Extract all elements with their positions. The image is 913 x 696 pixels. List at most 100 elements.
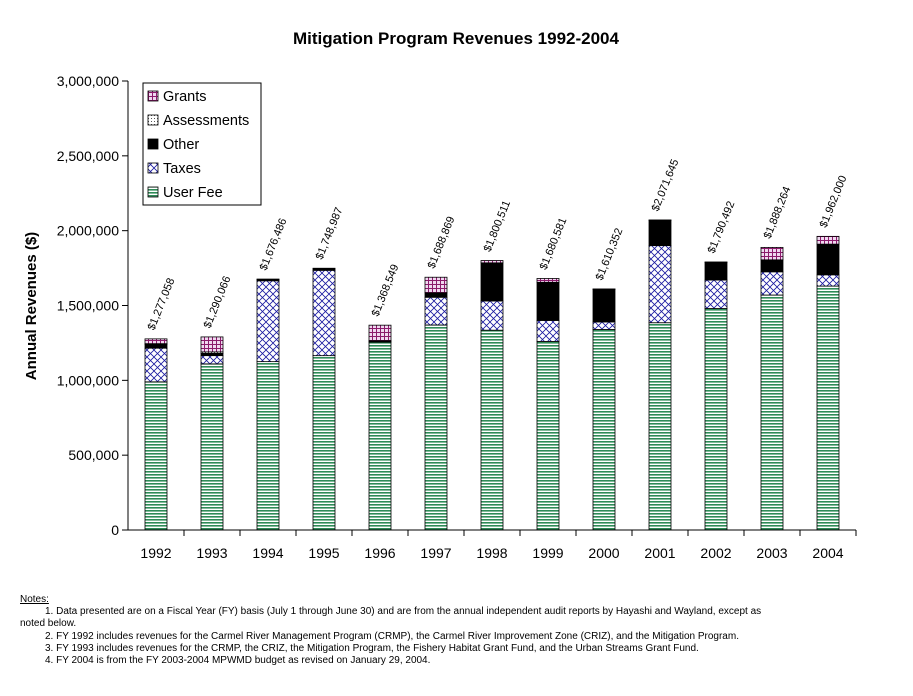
bar-grants-2000 [592,288,616,290]
x-tick-label-2004: 2004 [812,545,843,561]
total-label-1992: $1,277,058 [146,276,178,332]
x-tick-label-1999: 1999 [532,545,563,561]
x-tick-label-1996: 1996 [364,545,395,561]
note-4: 4. FY 2004 is from the FY 2003-2004 MPWM… [45,655,431,667]
bar-taxes-2003 [760,271,784,296]
total-label-2004: $1,962,000 [818,174,850,230]
x-tick-label-2000: 2000 [588,545,619,561]
bar-user-fee-1999 [536,341,560,531]
y-tick-label: 2,000,000 [57,223,119,239]
y-tick-label: 1,000,000 [57,372,119,388]
legend-swatch-taxes [147,162,159,174]
bar-taxes-2001 [648,245,672,324]
bar-grants-1992 [144,338,168,345]
y-axis-label: Annual Revenues ($) [23,232,40,380]
total-label-1996: $1,368,549 [370,263,402,319]
x-tick-label-1997: 1997 [420,545,451,561]
bar-grants-1996 [368,324,392,342]
bar-taxes-2004 [816,274,840,287]
total-label-2001: $2,071,645 [650,158,682,214]
bar-grants-2001 [648,219,672,221]
legend: Grants Assessments Other Taxes User Fee [142,82,262,206]
bar-user-fee-1996 [368,341,392,531]
total-label-1998: $1,800,511 [482,199,513,254]
legend-label-user-fee: User Fee [163,185,223,201]
bar-other-2002 [704,261,728,281]
legend-swatch-grants [147,90,159,102]
total-label-1994: $1,676,486 [258,217,290,273]
y-tick-label: 1,500,000 [57,298,119,314]
total-label-2003: $1,888,264 [762,185,794,241]
total-label-1997: $1,688,869 [426,215,458,271]
bar-taxes-1994 [256,280,280,363]
bar-grants-1995 [312,267,336,270]
bar-other-2001 [648,219,672,247]
notes: Notes: 1. Data presented are on a Fiscal… [20,594,900,667]
bar-user-fee-2004 [816,285,840,531]
note-2: 2. FY 1992 includes revenues for the Car… [45,630,739,642]
total-label-2002: $1,790,492 [706,200,738,256]
x-tick-label-1992: 1992 [140,545,171,561]
bar-grants-1993 [200,336,224,353]
bar-grants-1999 [536,278,560,283]
bar-other-1992 [144,344,168,349]
x-tick-label-1994: 1994 [252,545,283,561]
legend-label-other: Other [163,137,199,153]
x-tick-label-2001: 2001 [644,545,675,561]
legend-label-grants: Grants [163,89,207,105]
note-1: 1. Data presented are on a Fiscal Year (… [45,606,762,618]
bar-taxes-1995 [312,269,336,357]
bar-taxes-1999 [536,320,560,342]
bar-other-1998 [480,262,504,302]
bar-other-2004 [816,243,840,276]
bar-user-fee-2000 [592,329,616,531]
note-3: 3. FY 1993 includes revenues for the CRM… [45,642,699,654]
notes-heading: Notes: [20,594,49,605]
legend-swatch-user-fee [147,186,159,198]
legend-swatch-other [147,138,159,150]
total-label-1995: $1,748,987 [314,206,346,262]
total-label-1993: $1,290,066 [202,274,234,330]
bar-user-fee-1998 [480,329,504,531]
bar-taxes-1997 [424,296,448,326]
bar-user-fee-2003 [760,294,784,531]
bar-grants-2002 [704,261,728,263]
note-1-continued: noted below. [20,618,77,630]
y-tick-label: 2,500,000 [57,148,119,164]
y-tick-label: 0 [111,522,119,538]
bar-user-fee-2001 [648,322,672,531]
x-axis: 1992 1993 1994 1995 1996 1997 1998 1999 2000 2001… [140,530,857,561]
legend-box [142,82,262,206]
bar-grants-2003 [760,246,784,261]
bar-taxes-1998 [480,300,504,331]
bar-user-fee-1994 [256,361,280,531]
x-tick-label-2002: 2002 [700,545,731,561]
total-label-1999: $1,680,581 [538,216,570,272]
bar-taxes-1993 [200,355,224,365]
bar-taxes-2000 [592,321,616,330]
bar-user-fee-1992 [144,381,168,531]
x-tick-label-1995: 1995 [308,545,339,561]
bar-user-fee-2002 [704,308,728,531]
bar-user-fee-1997 [424,324,448,531]
bar-other-2000 [592,288,616,323]
bar-taxes-2002 [704,279,728,309]
total-label-2000: $1,610,352 [594,227,626,283]
bar-grants-1994 [256,278,280,280]
legend-label-assessments: Assessments [163,113,249,129]
x-tick-label-2003: 2003 [756,545,787,561]
x-tick-label-1998: 1998 [476,545,507,561]
bar-other-1999 [536,281,560,321]
bar-taxes-1992 [144,347,168,383]
y-axis: 0 500,000 1,000,000 1,500,000 2,000,000 2,500… [57,73,128,538]
legend-swatch-assessments [147,114,159,126]
y-tick-label: 3,000,000 [57,73,119,89]
bar-user-fee-1995 [312,355,336,531]
bar-grants-2004 [816,235,840,245]
bar-user-fee-1993 [200,363,224,531]
bar-other-1997 [424,292,448,298]
bars-group [144,219,840,531]
x-tick-label-1993: 1993 [196,545,227,561]
y-tick-label: 500,000 [68,447,119,463]
chart-title: Mitigation Program Revenues 1992-2004 [293,29,620,48]
